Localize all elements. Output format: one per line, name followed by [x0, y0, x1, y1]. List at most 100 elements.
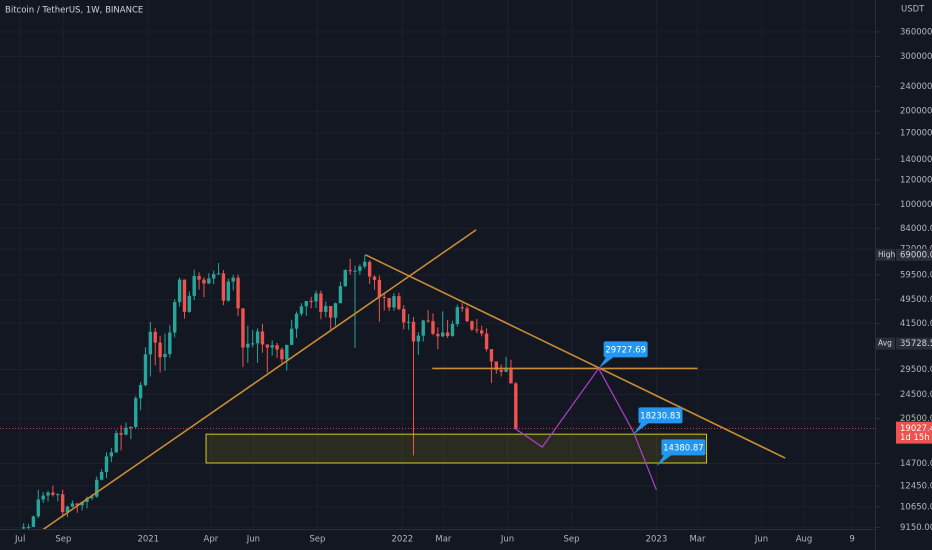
- candle-body: [90, 496, 94, 499]
- candle-body: [489, 349, 494, 362]
- candle-body: [426, 320, 430, 322]
- grid: [0, 0, 875, 529]
- candle-body: [416, 335, 421, 342]
- x-tick-label: 2022: [392, 535, 414, 545]
- candle-body: [70, 503, 75, 507]
- candle-body: [328, 306, 333, 318]
- y-axis-label: USDT: [901, 5, 925, 15]
- callout-box: [661, 439, 706, 456]
- y-tick-label: 240000.00: [900, 82, 932, 92]
- price-marker-tag: High: [878, 250, 895, 259]
- candle-body: [241, 308, 245, 348]
- candle-body: [163, 353, 167, 358]
- candle-body: [177, 279, 182, 303]
- candle-body: [280, 349, 284, 360]
- candle-body: [499, 369, 503, 372]
- x-tick-label: Sep: [55, 535, 71, 545]
- x-tick-label: Jun: [500, 535, 514, 545]
- callout-pointer: [656, 454, 673, 467]
- callout-text: 29727.69: [605, 345, 646, 355]
- price-marker-tag-box: [876, 248, 895, 261]
- x-tick-label: 2023: [646, 535, 668, 545]
- candle-body: [514, 383, 518, 429]
- callout-text: 14380.87: [663, 443, 704, 453]
- candle-body: [309, 300, 313, 302]
- candle-body: [348, 270, 352, 272]
- candle-body: [377, 279, 382, 297]
- candle-body: [21, 527, 26, 529]
- price-marker-box: [896, 248, 932, 261]
- candle-body: [236, 277, 240, 309]
- candle-body: [319, 293, 323, 312]
- candle-body: [421, 320, 425, 336]
- candle-body: [138, 385, 143, 399]
- y-tick-label: 49500.00: [900, 295, 932, 305]
- candle-body: [387, 297, 391, 308]
- candle-body: [187, 295, 192, 312]
- candle-body: [484, 333, 489, 350]
- candle-body: [129, 426, 133, 428]
- candle-body: [397, 296, 401, 309]
- candle-body: [202, 279, 206, 284]
- y-tick-label: 20500.00: [900, 414, 932, 424]
- y-tick-label: 9150.00: [900, 523, 932, 533]
- price-marker-label: 69000.00: [900, 250, 932, 260]
- last-price-label: 19027.41: [900, 424, 932, 434]
- candle-body: [431, 321, 435, 334]
- candle-body: [504, 368, 508, 372]
- candle-body: [411, 321, 416, 342]
- candle-body: [51, 492, 55, 495]
- candle-body: [382, 296, 386, 298]
- candle-body: [494, 361, 499, 370]
- plot-area: 29727.69 18230.83 14380.87: [0, 229, 875, 529]
- candle-body: [475, 329, 479, 331]
- y-tick-label: 200000.00: [900, 107, 932, 117]
- callout-pointer: [633, 422, 650, 435]
- candle-body: [255, 331, 260, 344]
- x-tick-label: Sep: [563, 535, 579, 545]
- candle-body: [358, 266, 362, 271]
- candle-body: [343, 270, 347, 287]
- candle-body: [285, 344, 289, 360]
- candle-body: [265, 344, 270, 348]
- candle-body: [168, 332, 172, 354]
- x-tick-label: Sep: [309, 535, 325, 545]
- y-tick-label: 59500.00: [900, 270, 932, 280]
- x-tick-label: Jun: [246, 535, 260, 545]
- candle-body: [207, 278, 211, 284]
- callout-box: [603, 341, 648, 358]
- trendline: [365, 254, 786, 459]
- candle-body: [226, 281, 231, 301]
- candle-body: [148, 331, 153, 355]
- candle-body: [294, 313, 299, 329]
- callout-pointer: [598, 356, 615, 369]
- price-marker-tag-box: [876, 337, 895, 350]
- x-tick-label: Aug: [796, 535, 813, 545]
- candle-body: [460, 307, 464, 309]
- support-zone: [205, 433, 708, 464]
- candle-body: [406, 321, 411, 323]
- candle-body: [104, 456, 109, 472]
- price-marker-label: 35728.55: [900, 339, 932, 349]
- candle-body: [333, 303, 338, 318]
- candle-body: [221, 273, 226, 301]
- candle-body: [197, 275, 201, 280]
- countdown-label: 1d 15h: [900, 433, 930, 443]
- candle-body: [95, 479, 99, 497]
- candle-body: [231, 277, 235, 282]
- candle-body: [41, 495, 45, 500]
- candle-body: [80, 501, 84, 506]
- axes: 360000.00 300000.00 240000.00 200000.00 1700…: [14, 27, 932, 545]
- candle-body: [338, 286, 343, 304]
- y-tick-label: 300000.00: [900, 52, 932, 62]
- candle-body: [99, 471, 104, 480]
- candle-body: [192, 275, 196, 296]
- candle-body: [75, 503, 79, 506]
- candle-body: [260, 331, 265, 345]
- y-tick-label: 140000.00: [900, 155, 932, 165]
- x-tick-label: Mar: [435, 535, 452, 545]
- callout-text: 18230.83: [640, 411, 681, 421]
- candle-body: [109, 452, 114, 457]
- candle-body: [182, 279, 187, 312]
